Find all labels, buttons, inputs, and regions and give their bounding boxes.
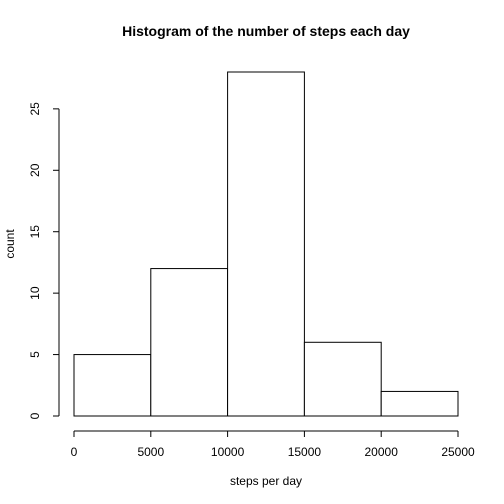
y-axis-label: count <box>3 229 17 259</box>
histogram-bar-4 <box>380 390 459 417</box>
x-tick-label-4: 20000 <box>365 445 399 459</box>
x-axis: 0 5000 10000 15000 20000 25000 <box>71 430 475 459</box>
histogram-bar-2 <box>227 71 305 417</box>
y-tick-label-2: 10 <box>28 286 42 300</box>
chart-title: Histogram of the number of steps each da… <box>122 23 410 39</box>
x-axis-label: steps per day <box>230 474 302 488</box>
histogram-bar-0 <box>73 354 152 417</box>
y-tick-label-4: 20 <box>28 163 42 177</box>
x-tick-label-0: 0 <box>71 445 78 459</box>
y-tick-label-0: 0 <box>28 412 42 419</box>
y-tick-label-3: 15 <box>28 225 42 239</box>
histogram-bar-3 <box>303 341 382 417</box>
y-axis: 0 5 10 15 20 25 <box>28 102 60 419</box>
y-tick-label-1: 5 <box>28 351 42 358</box>
x-tick-label-2: 10000 <box>211 445 245 459</box>
x-tick-label-5: 25000 <box>441 445 475 459</box>
histogram-bar-1 <box>150 268 229 417</box>
bars-group <box>73 71 459 417</box>
y-tick-label-5: 25 <box>28 102 42 116</box>
x-tick-label-1: 5000 <box>137 445 164 459</box>
x-tick-label-3: 15000 <box>288 445 322 459</box>
